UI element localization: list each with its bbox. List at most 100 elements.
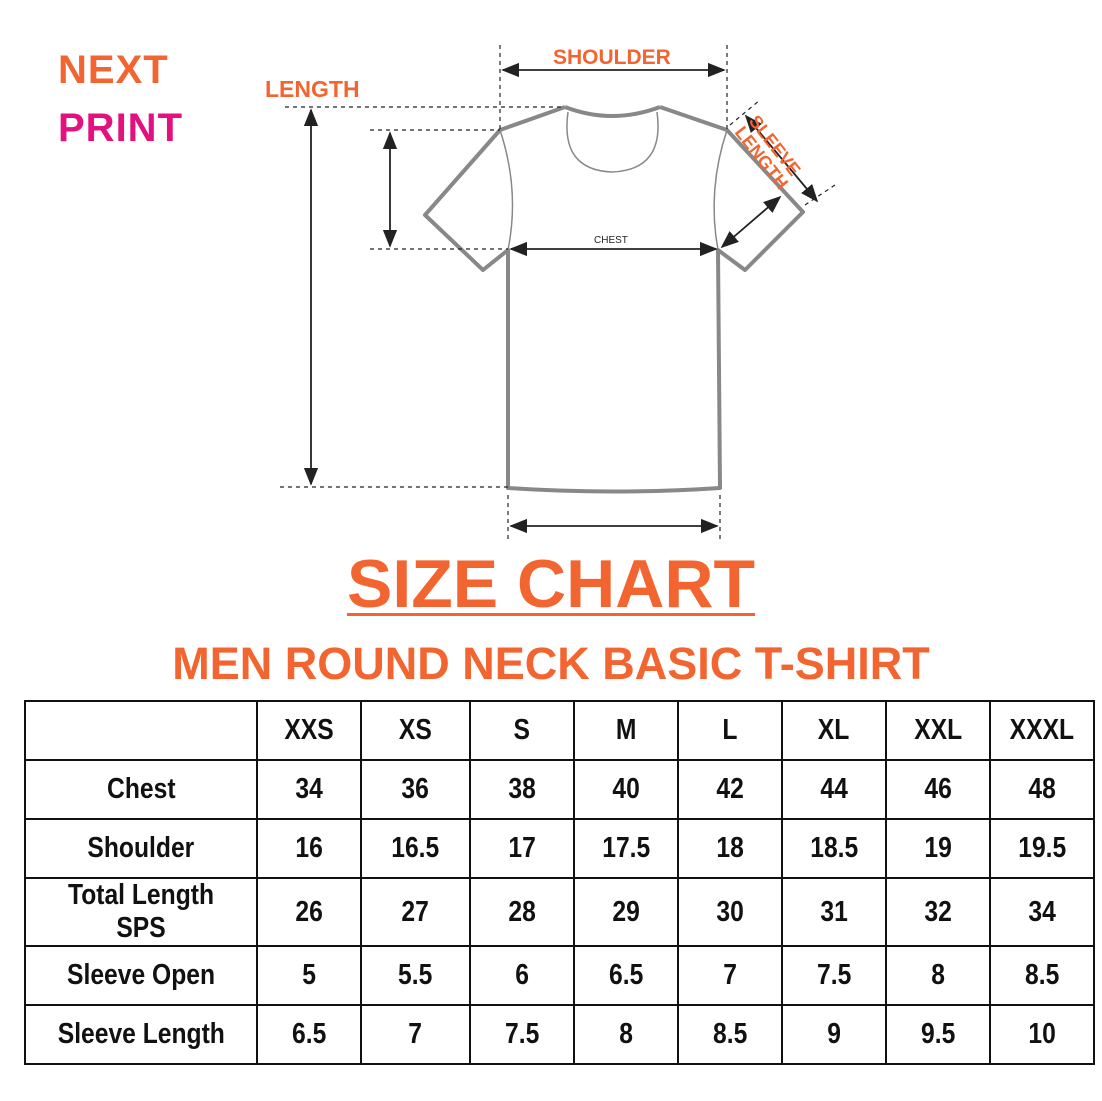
value-cell: 6.5	[573, 945, 679, 1006]
header-cell: XXS	[256, 700, 362, 761]
header-cell: XS	[360, 700, 471, 761]
header-text: XS	[399, 714, 432, 746]
cell-value: 42	[716, 773, 744, 805]
value-cell: 8	[573, 1004, 679, 1065]
value-cell: 7	[360, 1004, 471, 1065]
cell-value: 8	[931, 959, 945, 991]
header-text: XL	[818, 714, 850, 746]
header-text: M	[615, 714, 637, 746]
logo-line-2: PRINT	[58, 106, 183, 150]
size-table: XXS XS S M L XL XXL XXXL Chest 34 36 38 40 42 44 46 48 Sh…	[24, 700, 1095, 1065]
cell-value: 46	[924, 773, 952, 805]
cell-value: 7.5	[504, 1018, 540, 1050]
cell-value: 38	[508, 773, 536, 805]
header-cell: L	[677, 700, 783, 761]
cell-value: 7	[408, 1018, 423, 1050]
tshirt-diagram	[280, 45, 836, 540]
logo-line-1: NEXT	[58, 48, 169, 92]
value-cell: 7.5	[469, 1004, 575, 1065]
cell-value: 34	[295, 773, 323, 805]
cell-value: 8.5	[712, 1018, 748, 1050]
row-label: Sleeve Open	[67, 959, 215, 991]
value-cell: 42	[677, 759, 783, 820]
row-label-cell: Total Length SPS	[24, 877, 258, 947]
value-cell: 5	[256, 945, 362, 1006]
value-cell: 32	[885, 877, 991, 947]
value-cell: 8.5	[989, 945, 1095, 1006]
page-title: SIZE CHART	[0, 545, 1102, 623]
cell-value: 31	[820, 895, 848, 928]
cell-value: 30	[716, 895, 744, 928]
value-cell: 5.5	[360, 945, 471, 1006]
cell-value: 32	[924, 895, 952, 928]
value-cell: 7.5	[781, 945, 887, 1006]
header-cell: XXL	[885, 700, 991, 761]
chest-label: CHEST	[594, 235, 628, 246]
header-cell	[24, 700, 258, 761]
cell-value: 6	[515, 959, 529, 991]
cell-value: 18	[716, 832, 744, 864]
table-row: Chest 34 36 38 40 42 44 46 48	[24, 759, 1095, 820]
value-cell: 29	[573, 877, 679, 947]
value-cell: 46	[885, 759, 991, 820]
value-cell: 18	[677, 818, 783, 879]
cell-value: 29	[612, 895, 640, 928]
value-cell: 27	[360, 877, 471, 947]
value-cell: 44	[781, 759, 887, 820]
cell-value: 19	[924, 832, 952, 864]
header-text: XXL	[914, 714, 962, 746]
cell-value: 5.5	[398, 959, 433, 991]
measure-arrows	[303, 62, 819, 534]
row-label-cell: Sleeve Open	[24, 945, 258, 1006]
cell-value: 6.5	[608, 959, 644, 991]
cell-value: 44	[820, 773, 848, 805]
value-cell: 8	[885, 945, 991, 1006]
header-cell: S	[469, 700, 575, 761]
page-subtitle: MEN ROUND NECK BASIC T-SHIRT	[172, 638, 930, 689]
value-cell: 6.5	[256, 1004, 362, 1065]
row-label-cell: Shoulder	[24, 818, 258, 879]
row-label-cell: Sleeve Length	[24, 1004, 258, 1065]
value-cell: 9	[781, 1004, 887, 1065]
title-text: SIZE CHART	[347, 546, 755, 622]
value-cell: 17.5	[573, 818, 679, 879]
cell-value: 9.5	[920, 1018, 956, 1050]
cell-value: 27	[401, 895, 430, 928]
cell-value: 16	[295, 832, 323, 864]
cell-value: 26	[295, 895, 323, 928]
cell-value: 17.5	[601, 832, 650, 864]
value-cell: 28	[469, 877, 575, 947]
cell-value: 48	[1028, 773, 1056, 805]
header-text: XXS	[284, 714, 334, 746]
row-label-cell: Chest	[24, 759, 258, 820]
table-header-row: XXS XS S M L XL XXL XXXL	[24, 700, 1095, 761]
cell-value: 9	[827, 1018, 841, 1050]
value-cell: 48	[989, 759, 1095, 820]
next-print-logo: NEXT PRINT	[58, 48, 183, 150]
value-cell: 18.5	[781, 818, 887, 879]
cell-value: 40	[612, 773, 640, 805]
header-text: L	[722, 714, 738, 746]
cell-value: 34	[1028, 895, 1056, 928]
row-label: Shoulder	[87, 832, 195, 864]
table-row: Total Length SPS 26 27 28 29 30 31 32 34	[24, 877, 1095, 947]
row-label: Total Length SPS	[67, 879, 215, 944]
cell-value: 17	[508, 832, 536, 864]
cell-value: 7	[723, 959, 737, 991]
cell-value: 6.5	[291, 1018, 327, 1050]
value-cell: 9.5	[885, 1004, 991, 1065]
value-cell: 16.5	[360, 818, 471, 879]
row-label: Chest	[106, 773, 176, 805]
header-cell: XL	[781, 700, 887, 761]
value-cell: 6	[469, 945, 575, 1006]
value-cell: 34	[989, 877, 1095, 947]
cell-value: 8	[619, 1018, 633, 1050]
header-cell: XXXL	[989, 700, 1095, 761]
cell-value: 19.5	[1017, 832, 1066, 864]
value-cell: 34	[256, 759, 362, 820]
table-row: Shoulder 16 16.5 17 17.5 18 18.5 19 19.5	[24, 818, 1095, 879]
cell-value: 8.5	[1024, 959, 1060, 991]
value-cell: 10	[989, 1004, 1095, 1065]
value-cell: 36	[360, 759, 471, 820]
